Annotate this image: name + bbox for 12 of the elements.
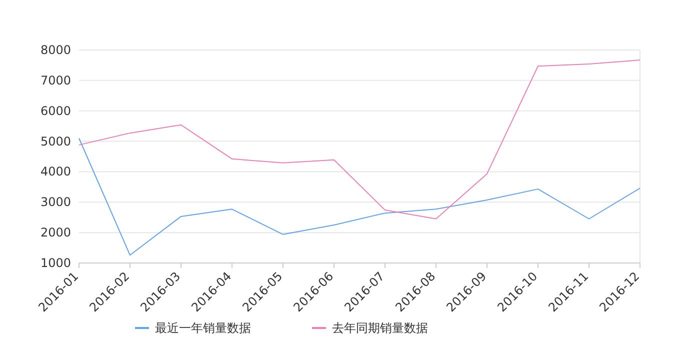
legend-label: 最近一年销量数据: [155, 321, 251, 335]
y-tick-label: 7000: [40, 73, 71, 88]
y-tick-label: 6000: [40, 104, 71, 118]
line-series: [78, 60, 640, 220]
y-tick-label: 1000: [40, 256, 71, 270]
y-tick-label: 3000: [40, 195, 71, 210]
y-tick-label: 4000: [40, 164, 71, 179]
legend-label: 去年同期销量数据: [332, 321, 428, 335]
y-tick-label: 5000: [40, 134, 71, 148]
line-series: [78, 138, 640, 256]
y-tick-label: 2000: [40, 226, 71, 240]
y-tick-label: 8000: [40, 43, 71, 57]
